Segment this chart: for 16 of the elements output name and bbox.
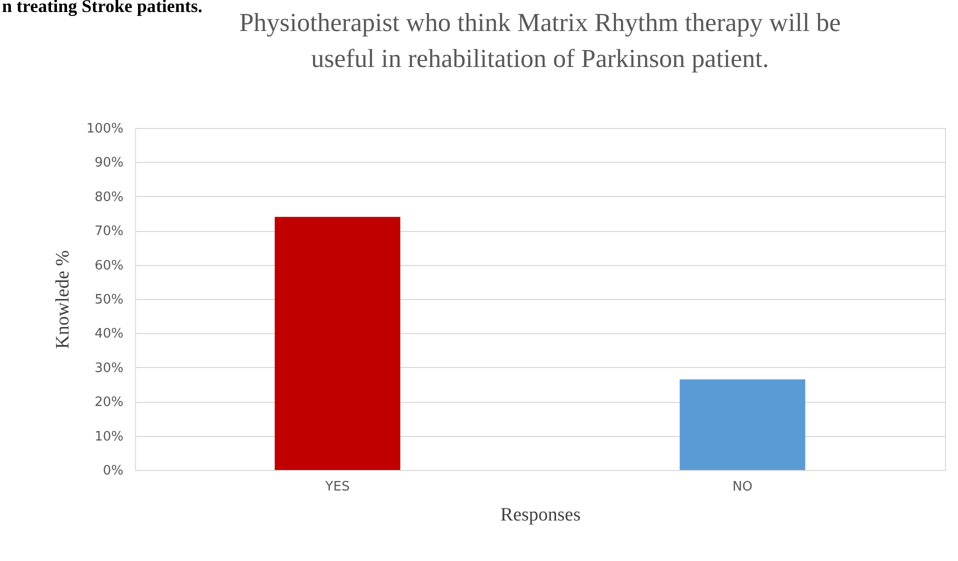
- chart-title: Physiotherapist who think Matrix Rhythm therapy will be useful in rehabilitation of Parkinson patient.: [239, 8, 841, 73]
- x-tick-label: YES: [324, 480, 350, 494]
- y-tick-label: 0%: [102, 464, 124, 478]
- y-tick-label: 40%: [94, 326, 124, 342]
- y-tick-label: 30%: [94, 360, 124, 376]
- y-tick-label: 50%: [94, 292, 124, 308]
- x-axis-title: Responses: [500, 504, 581, 526]
- y-axis-title: Knowlede %: [52, 250, 74, 349]
- x-tick-label: NO: [732, 480, 752, 494]
- y-tick-label: 90%: [94, 156, 124, 171]
- y-tick-label: 20%: [94, 395, 124, 410]
- y-tick-label: 70%: [94, 224, 124, 240]
- y-tick-label: 80%: [94, 190, 124, 205]
- y-tick-label: 60%: [94, 258, 124, 274]
- y-tick-label: 10%: [94, 429, 124, 444]
- y-tick-label: 100%: [86, 122, 124, 136]
